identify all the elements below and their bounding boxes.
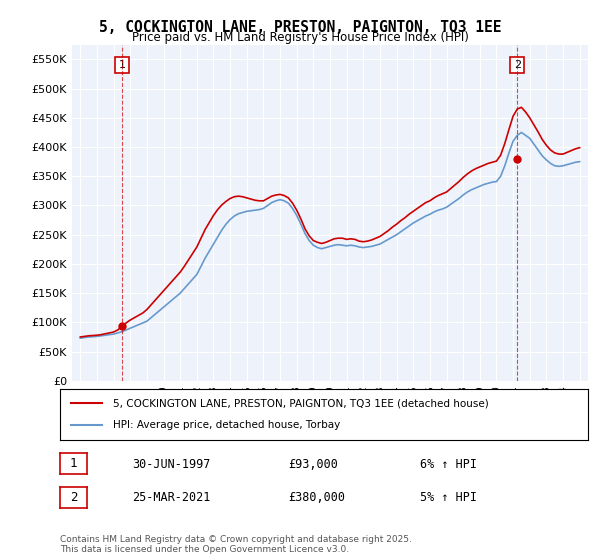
- Text: 6% ↑ HPI: 6% ↑ HPI: [420, 458, 477, 471]
- Text: HPI: Average price, detached house, Torbay: HPI: Average price, detached house, Torb…: [113, 421, 340, 431]
- Text: 5, COCKINGTON LANE, PRESTON, PAIGNTON, TQ3 1EE: 5, COCKINGTON LANE, PRESTON, PAIGNTON, T…: [99, 20, 501, 35]
- Text: 25-MAR-2021: 25-MAR-2021: [132, 491, 211, 505]
- Text: 30-JUN-1997: 30-JUN-1997: [132, 458, 211, 471]
- Text: 2: 2: [514, 60, 521, 70]
- Text: Price paid vs. HM Land Registry's House Price Index (HPI): Price paid vs. HM Land Registry's House …: [131, 31, 469, 44]
- Text: 1: 1: [70, 457, 77, 470]
- Text: 2: 2: [70, 491, 77, 504]
- Text: 5% ↑ HPI: 5% ↑ HPI: [420, 491, 477, 505]
- Text: 1: 1: [118, 60, 125, 70]
- Text: £380,000: £380,000: [288, 491, 345, 505]
- Text: Contains HM Land Registry data © Crown copyright and database right 2025.
This d: Contains HM Land Registry data © Crown c…: [60, 535, 412, 554]
- Text: 5, COCKINGTON LANE, PRESTON, PAIGNTON, TQ3 1EE (detached house): 5, COCKINGTON LANE, PRESTON, PAIGNTON, T…: [113, 398, 488, 408]
- Text: £93,000: £93,000: [288, 458, 338, 471]
